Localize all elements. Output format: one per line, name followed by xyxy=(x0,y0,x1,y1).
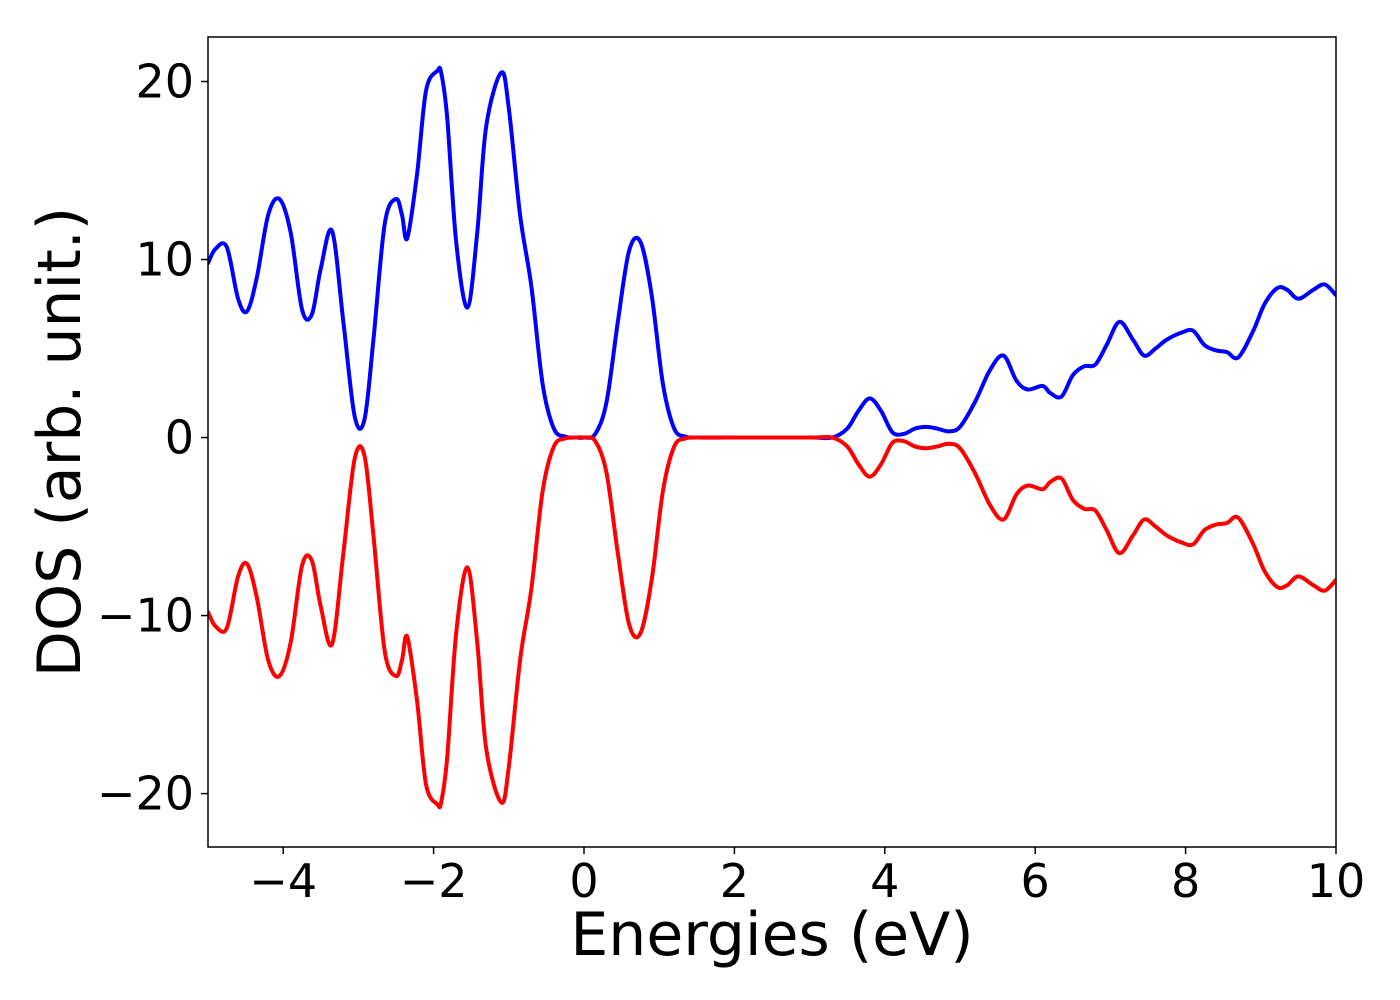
plot-frame xyxy=(207,36,1337,848)
x-tick-label: 8 xyxy=(1171,854,1200,908)
x-tick-label: −4 xyxy=(249,854,317,908)
y-tick-label: 10 xyxy=(135,233,194,287)
spin-up-dos-line xyxy=(208,65,1336,441)
x-tick-label: 4 xyxy=(870,854,899,908)
y-tick-label: −20 xyxy=(97,767,194,821)
x-axis-title: Energies (eV) xyxy=(570,900,973,970)
y-tick-label: 0 xyxy=(165,411,194,465)
x-tick-label: −2 xyxy=(400,854,468,908)
x-tick-label: 0 xyxy=(569,854,598,908)
plot-background xyxy=(208,37,1336,847)
y-tick-label: 20 xyxy=(135,55,194,109)
x-tick-label: 6 xyxy=(1021,854,1050,908)
spin-down-dos-line xyxy=(208,434,1336,810)
y-tick-label: −10 xyxy=(97,589,194,643)
y-axis-title: DOS (arb. unit.) xyxy=(25,207,95,677)
x-tick-label: 2 xyxy=(720,854,749,908)
x-tick-label: 10 xyxy=(1307,854,1366,908)
